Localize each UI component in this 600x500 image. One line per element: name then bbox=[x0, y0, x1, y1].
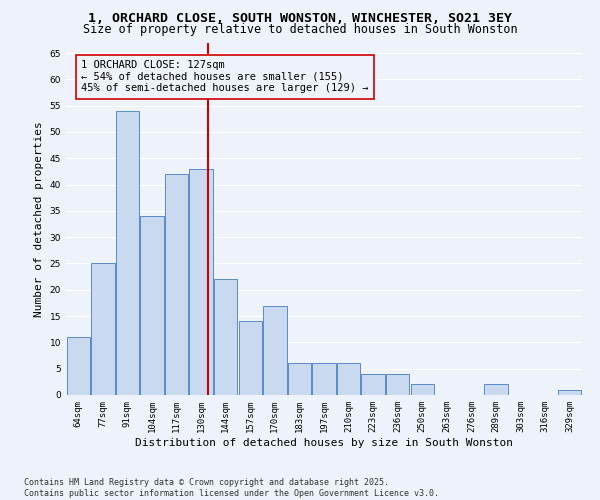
X-axis label: Distribution of detached houses by size in South Wonston: Distribution of detached houses by size … bbox=[135, 438, 513, 448]
Bar bbox=[190, 169, 213, 395]
Bar bbox=[288, 364, 311, 395]
Text: Contains HM Land Registry data © Crown copyright and database right 2025.
Contai: Contains HM Land Registry data © Crown c… bbox=[24, 478, 439, 498]
Bar bbox=[410, 384, 434, 395]
Bar bbox=[214, 280, 238, 395]
Bar bbox=[263, 306, 287, 395]
Bar bbox=[386, 374, 409, 395]
Text: Size of property relative to detached houses in South Wonston: Size of property relative to detached ho… bbox=[83, 22, 517, 36]
Y-axis label: Number of detached properties: Number of detached properties bbox=[34, 121, 44, 316]
Bar bbox=[165, 174, 188, 395]
Bar bbox=[116, 111, 139, 395]
Text: 1, ORCHARD CLOSE, SOUTH WONSTON, WINCHESTER, SO21 3EY: 1, ORCHARD CLOSE, SOUTH WONSTON, WINCHES… bbox=[88, 12, 512, 26]
Bar bbox=[361, 374, 385, 395]
Bar bbox=[91, 264, 115, 395]
Bar bbox=[67, 337, 90, 395]
Bar bbox=[558, 390, 581, 395]
Bar bbox=[313, 364, 335, 395]
Bar bbox=[140, 216, 164, 395]
Bar bbox=[337, 364, 360, 395]
Text: 1 ORCHARD CLOSE: 127sqm
← 54% of detached houses are smaller (155)
45% of semi-d: 1 ORCHARD CLOSE: 127sqm ← 54% of detache… bbox=[82, 60, 369, 94]
Bar bbox=[484, 384, 508, 395]
Bar bbox=[239, 322, 262, 395]
